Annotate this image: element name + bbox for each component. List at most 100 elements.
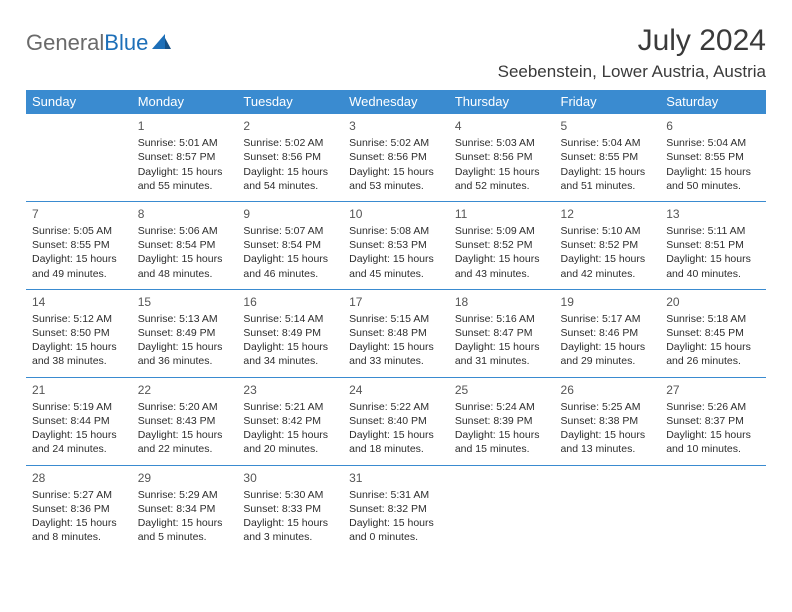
daylight-line-1: Daylight: 15 hours [32, 428, 126, 442]
daylight-line-2: and 26 minutes. [666, 354, 760, 368]
sunrise-line: Sunrise: 5:29 AM [138, 488, 232, 502]
calendar-day-cell: 20Sunrise: 5:18 AMSunset: 8:45 PMDayligh… [660, 289, 766, 377]
day-details: Sunrise: 5:08 AMSunset: 8:53 PMDaylight:… [349, 224, 443, 281]
day-details: Sunrise: 5:16 AMSunset: 8:47 PMDaylight:… [455, 312, 549, 369]
daylight-line-2: and 50 minutes. [666, 179, 760, 193]
day-number: 30 [243, 470, 337, 486]
day-details: Sunrise: 5:05 AMSunset: 8:55 PMDaylight:… [32, 224, 126, 281]
location-line: Seebenstein, Lower Austria, Austria [498, 62, 766, 82]
day-details: Sunrise: 5:25 AMSunset: 8:38 PMDaylight:… [561, 400, 655, 457]
day-number: 6 [666, 118, 760, 134]
calendar-day-cell [449, 465, 555, 552]
sunrise-line: Sunrise: 5:22 AM [349, 400, 443, 414]
calendar-day-cell: 23Sunrise: 5:21 AMSunset: 8:42 PMDayligh… [237, 377, 343, 465]
day-number: 10 [349, 206, 443, 222]
daylight-line-1: Daylight: 15 hours [561, 340, 655, 354]
calendar-day-cell: 10 Sunrise: 5:08 AMSunset: 8:53 PMDayligh… [343, 201, 449, 289]
brand-logo: GeneralBlue [26, 24, 172, 56]
weekday-header: Sunday [26, 90, 132, 114]
sunset-line: Sunset: 8:52 PM [455, 238, 549, 252]
day-number: 2 [243, 118, 337, 134]
day-details: Sunrise: 5:30 AMSunset: 8:33 PMDaylight:… [243, 488, 337, 545]
sunset-line: Sunset: 8:32 PM [349, 502, 443, 516]
calendar-week-row: 14Sunrise: 5:12 AMSunset: 8:50 PMDayligh… [26, 289, 766, 377]
daylight-line-1: Daylight: 15 hours [666, 340, 760, 354]
sunset-line: Sunset: 8:49 PM [138, 326, 232, 340]
daylight-line-1: Daylight: 15 hours [561, 428, 655, 442]
daylight-line-2: and 31 minutes. [455, 354, 549, 368]
daylight-line-2: and 45 minutes. [349, 267, 443, 281]
brand-part1: General [26, 30, 104, 56]
sunset-line: Sunset: 8:47 PM [455, 326, 549, 340]
sunrise-line: Sunrise: 5:05 AM [32, 224, 126, 238]
daylight-line-2: and 49 minutes. [32, 267, 126, 281]
daylight-line-1: Daylight: 15 hours [243, 428, 337, 442]
daylight-line-2: and 43 minutes. [455, 267, 549, 281]
daylight-line-2: and 46 minutes. [243, 267, 337, 281]
sunrise-line: Sunrise: 5:01 AM [138, 136, 232, 150]
day-details: Sunrise: 5:11 AMSunset: 8:51 PMDaylight:… [666, 224, 760, 281]
sunset-line: Sunset: 8:56 PM [243, 150, 337, 164]
daylight-line-1: Daylight: 15 hours [32, 252, 126, 266]
day-number: 24 [349, 382, 443, 398]
weekday-header: Tuesday [237, 90, 343, 114]
day-details: Sunrise: 5:02 AMSunset: 8:56 PMDaylight:… [349, 136, 443, 193]
calendar-day-cell: 4Sunrise: 5:03 AMSunset: 8:56 PMDaylight… [449, 114, 555, 202]
calendar-day-cell: 3Sunrise: 5:02 AMSunset: 8:56 PMDaylight… [343, 114, 449, 202]
calendar-day-cell: 22Sunrise: 5:20 AMSunset: 8:43 PMDayligh… [132, 377, 238, 465]
daylight-line-1: Daylight: 15 hours [455, 252, 549, 266]
weekday-header: Monday [132, 90, 238, 114]
calendar-day-cell: 26Sunrise: 5:25 AMSunset: 8:38 PMDayligh… [555, 377, 661, 465]
calendar-day-cell: 13Sunrise: 5:11 AMSunset: 8:51 PMDayligh… [660, 201, 766, 289]
sunrise-line: Sunrise: 5:31 AM [349, 488, 443, 502]
sunrise-line: Sunrise: 5:27 AM [32, 488, 126, 502]
calendar-day-cell [26, 114, 132, 202]
sunset-line: Sunset: 8:54 PM [243, 238, 337, 252]
day-number: 17 [349, 294, 443, 310]
sunrise-line: Sunrise: 5:13 AM [138, 312, 232, 326]
day-details: Sunrise: 5:29 AMSunset: 8:34 PMDaylight:… [138, 488, 232, 545]
day-number: 7 [32, 206, 126, 222]
daylight-line-2: and 24 minutes. [32, 442, 126, 456]
sunrise-line: Sunrise: 5:21 AM [243, 400, 337, 414]
day-details: Sunrise: 5:27 AMSunset: 8:36 PMDaylight:… [32, 488, 126, 545]
month-title: July 2024 [498, 24, 766, 58]
calendar-week-row: 21Sunrise: 5:19 AMSunset: 8:44 PMDayligh… [26, 377, 766, 465]
sunset-line: Sunset: 8:40 PM [349, 414, 443, 428]
calendar-day-cell: 14Sunrise: 5:12 AMSunset: 8:50 PMDayligh… [26, 289, 132, 377]
day-details: Sunrise: 5:21 AMSunset: 8:42 PMDaylight:… [243, 400, 337, 457]
calendar-day-cell [555, 465, 661, 552]
sunrise-line: Sunrise: 5:24 AM [455, 400, 549, 414]
day-details: Sunrise: 5:02 AMSunset: 8:56 PMDaylight:… [243, 136, 337, 193]
daylight-line-1: Daylight: 15 hours [243, 252, 337, 266]
sunrise-line: Sunrise: 5:02 AM [349, 136, 443, 150]
day-number: 21 [32, 382, 126, 398]
calendar-day-cell: 18Sunrise: 5:16 AMSunset: 8:47 PMDayligh… [449, 289, 555, 377]
day-number: 20 [666, 294, 760, 310]
daylight-line-2: and 29 minutes. [561, 354, 655, 368]
calendar-day-cell: 9Sunrise: 5:07 AMSunset: 8:54 PMDaylight… [237, 201, 343, 289]
sunrise-line: Sunrise: 5:25 AM [561, 400, 655, 414]
sunrise-line: Sunrise: 5:15 AM [349, 312, 443, 326]
daylight-line-1: Daylight: 15 hours [349, 340, 443, 354]
sunrise-line: Sunrise: 5:20 AM [138, 400, 232, 414]
sunset-line: Sunset: 8:50 PM [32, 326, 126, 340]
daylight-line-2: and 40 minutes. [666, 267, 760, 281]
daylight-line-1: Daylight: 15 hours [243, 340, 337, 354]
sunset-line: Sunset: 8:56 PM [455, 150, 549, 164]
calendar-week-row: 28 Sunrise: 5:27 AMSunset: 8:36 PMDayligh… [26, 465, 766, 552]
daylight-line-1: Daylight: 15 hours [349, 516, 443, 530]
calendar-day-cell: 24 Sunrise: 5:22 AMSunset: 8:40 PMDayligh… [343, 377, 449, 465]
calendar-week-row: 1 Sunrise: 5:01 AMSunset: 8:57 PMDaylight… [26, 114, 766, 202]
sunset-line: Sunset: 8:37 PM [666, 414, 760, 428]
daylight-line-1: Daylight: 15 hours [349, 428, 443, 442]
daylight-line-2: and 3 minutes. [243, 530, 337, 544]
daylight-line-2: and 5 minutes. [138, 530, 232, 544]
day-details: Sunrise: 5:01 AMSunset: 8:57 PMDaylight:… [138, 136, 232, 193]
day-number: 1 [138, 118, 232, 134]
daylight-line-1: Daylight: 15 hours [138, 165, 232, 179]
day-number: 28 [32, 470, 126, 486]
calendar-day-cell: 8Sunrise: 5:06 AMSunset: 8:54 PMDaylight… [132, 201, 238, 289]
daylight-line-2: and 48 minutes. [138, 267, 232, 281]
sunrise-line: Sunrise: 5:07 AM [243, 224, 337, 238]
